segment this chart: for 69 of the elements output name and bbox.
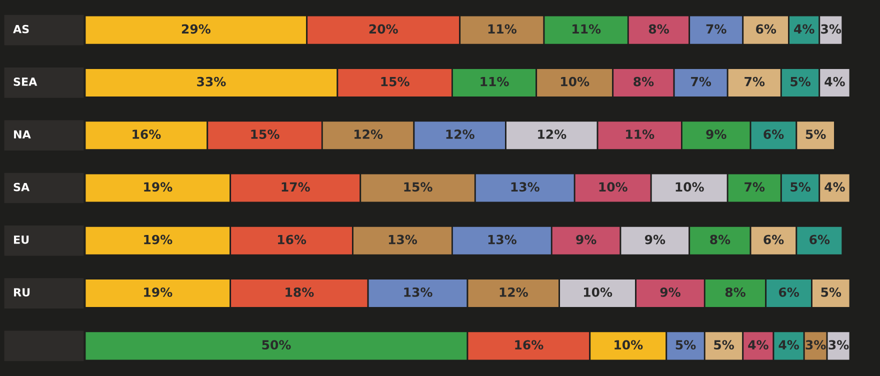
data-label: 3%	[806, 340, 826, 350]
data-label: 15%	[381, 76, 410, 86]
data-label: 6%	[778, 287, 800, 297]
data-label: 16%	[278, 234, 306, 244]
data-label: 10%	[561, 76, 590, 86]
data-label: 7%	[691, 76, 712, 86]
data-label: 20%	[369, 24, 398, 34]
data-label: 4%	[778, 340, 800, 350]
data-label: 10%	[584, 287, 612, 297]
data-label: 29%	[182, 24, 210, 34]
data-label: 9%	[706, 130, 726, 139]
data-label: 18%	[286, 287, 314, 297]
data-label: 8%	[634, 76, 654, 86]
y-tick-label: NA	[14, 130, 31, 138]
data-label: 5%	[806, 130, 826, 139]
y-tick-label: SEA	[14, 78, 38, 86]
data-label: 11%	[626, 130, 654, 139]
data-label: 6%	[756, 24, 776, 34]
data-label: 11%	[572, 24, 601, 34]
data-label: 11%	[480, 76, 509, 86]
y-tick-label: SA	[14, 182, 30, 192]
data-label: 5%	[821, 287, 842, 297]
data-label: 12%	[538, 130, 566, 139]
data-label: 9%	[644, 234, 666, 244]
data-label: 5%	[714, 340, 734, 350]
data-label: 12%	[446, 130, 474, 139]
data-label: 10%	[676, 182, 704, 192]
data-label: 19%	[144, 287, 172, 297]
data-label: 13%	[388, 234, 418, 244]
data-label: 5%	[790, 76, 810, 86]
data-label: 4%	[824, 182, 845, 192]
data-label: 7%	[706, 24, 726, 34]
data-label: 19%	[144, 182, 172, 192]
data-label: 11%	[488, 24, 516, 34]
y-tick-label: EU	[14, 236, 29, 244]
data-label: 12%	[500, 287, 528, 297]
data-label: 15%	[404, 182, 432, 192]
data-label: 8%	[725, 287, 746, 297]
data-label: 4%	[748, 340, 768, 350]
data-label: 50%	[262, 340, 291, 350]
data-label: 9%	[660, 287, 680, 297]
data-label: 8%	[648, 24, 669, 34]
data-label: 4%	[794, 24, 814, 34]
data-label: 6%	[810, 234, 830, 244]
data-label: 3%	[821, 24, 842, 34]
y-tick-label: AS	[13, 24, 29, 34]
data-label: 10%	[614, 340, 643, 350]
data-label: 5%	[790, 182, 810, 192]
data-label: 13%	[404, 287, 432, 297]
data-label: 16%	[132, 130, 161, 139]
data-label: 12%	[354, 130, 383, 139]
data-label: 33%	[197, 76, 226, 86]
data-label: 13%	[488, 234, 516, 244]
data-label: 7%	[744, 182, 765, 192]
data-label: 13%	[511, 182, 540, 192]
data-label: 6%	[764, 234, 784, 244]
data-label: 19%	[144, 234, 172, 244]
data-label: 15%	[251, 130, 280, 139]
data-label: 5%	[676, 340, 696, 350]
data-label: 9%	[576, 234, 596, 244]
data-label: 17%	[282, 182, 310, 192]
data-label: 8%	[710, 234, 730, 244]
y-tick-label: RU	[14, 288, 30, 297]
data-label: 4%	[824, 76, 845, 86]
data-label: 16%	[515, 340, 544, 350]
data-label: 7%	[744, 76, 765, 86]
data-label: 10%	[599, 182, 628, 192]
data-label: 3%	[828, 340, 849, 350]
data-label: 6%	[764, 130, 784, 139]
